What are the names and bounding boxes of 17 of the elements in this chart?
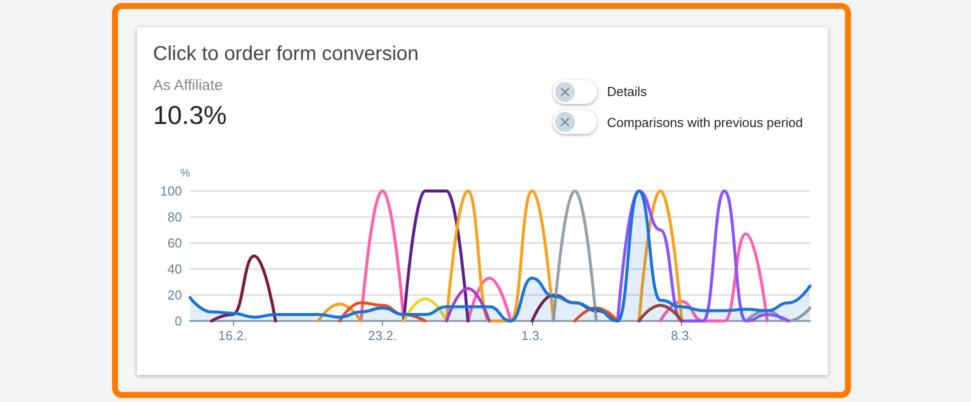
- chart-title: Click to order form conversion: [153, 43, 419, 66]
- y-tick-label: 0: [174, 314, 182, 328]
- y-tick-label: 60: [168, 236, 182, 250]
- text: Details: [607, 84, 647, 99]
- x-tick-label: 1.3.: [521, 328, 543, 343]
- x-tick-label: 8.3.: [670, 328, 693, 343]
- y-tick-label: 80: [168, 210, 182, 224]
- y-tick-label: 40: [168, 262, 182, 276]
- y-tick-label: 100: [160, 184, 182, 198]
- y-tick-label: 20: [168, 288, 182, 302]
- x-tick-label: 23.2.: [368, 328, 397, 343]
- x-tick-label: 16.2.: [218, 328, 248, 343]
- line-series: [616, 190, 790, 322]
- chart-subtitle: As Affiliate: [153, 77, 223, 94]
- text: 10.3%: [153, 100, 227, 131]
- y-axis-title: %: [180, 168, 190, 180]
- text: Comparisons with previous period: [607, 115, 803, 130]
